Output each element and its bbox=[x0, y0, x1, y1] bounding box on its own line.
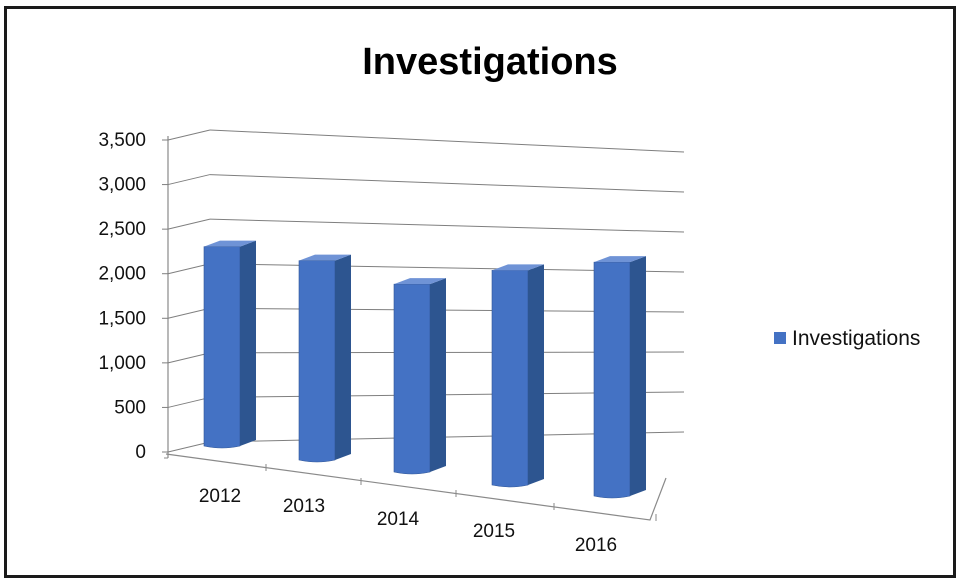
x-tick-label: 2012 bbox=[199, 486, 241, 507]
gridline bbox=[209, 174, 685, 193]
floor-edge bbox=[165, 453, 667, 521]
bar bbox=[203, 240, 256, 449]
x-tick-label: 2015 bbox=[473, 521, 515, 542]
y-tick-label: 2,500 bbox=[98, 219, 146, 240]
y-tick-label: 1,500 bbox=[98, 308, 146, 329]
gridline-side bbox=[167, 307, 211, 319]
bar bbox=[298, 254, 351, 463]
gridline-side bbox=[167, 263, 211, 275]
legend: Investigations bbox=[774, 327, 920, 350]
chart-walls bbox=[164, 136, 667, 521]
y-tick-label: 0 bbox=[135, 442, 146, 463]
legend-swatch bbox=[774, 332, 786, 344]
gridline-side bbox=[167, 396, 211, 408]
bar-side bbox=[528, 264, 544, 485]
bar-front bbox=[491, 270, 529, 488]
bar-top bbox=[204, 240, 256, 247]
bar-side bbox=[240, 240, 256, 446]
bar-front bbox=[298, 260, 336, 463]
bar-top bbox=[492, 264, 544, 271]
chart-frame bbox=[4, 6, 956, 578]
chart-title: Investigations bbox=[362, 41, 618, 83]
bars bbox=[203, 240, 646, 499]
x-tick-label: 2016 bbox=[575, 535, 617, 556]
bar-side bbox=[430, 278, 446, 472]
y-tick-label: 1,000 bbox=[98, 353, 146, 374]
gridline-side bbox=[167, 129, 211, 141]
bar bbox=[491, 264, 544, 488]
y-tick-label: 3,000 bbox=[98, 175, 146, 196]
bar-front bbox=[393, 283, 431, 475]
x-axis-ticks: 2012 2013 2014 2015 2016 bbox=[199, 464, 657, 556]
gridline-side bbox=[167, 441, 211, 453]
bar bbox=[593, 256, 646, 499]
bar-front bbox=[203, 246, 241, 449]
gridline-side bbox=[167, 174, 211, 186]
gridline bbox=[209, 129, 685, 153]
y-axis-ticks: 0 500 1,000 1,500 2,000 2,500 3,000 3,500 bbox=[98, 130, 146, 463]
gridline-side bbox=[167, 352, 211, 364]
y-tick-label: 500 bbox=[114, 397, 146, 418]
x-tick-label: 2013 bbox=[283, 496, 325, 517]
bar-top bbox=[594, 256, 646, 263]
x-tick-label: 2014 bbox=[377, 509, 420, 530]
bar-front bbox=[593, 261, 631, 499]
bar-top bbox=[394, 278, 446, 285]
bar-top bbox=[299, 254, 351, 261]
gridline bbox=[209, 218, 685, 233]
y-tick-label: 2,000 bbox=[98, 264, 146, 285]
gridline-side bbox=[167, 218, 211, 230]
y-tick-label: 3,500 bbox=[98, 130, 146, 151]
bar bbox=[393, 278, 446, 475]
legend-label: Investigations bbox=[792, 327, 920, 350]
bar-side bbox=[630, 256, 646, 496]
bar-side bbox=[335, 254, 351, 460]
